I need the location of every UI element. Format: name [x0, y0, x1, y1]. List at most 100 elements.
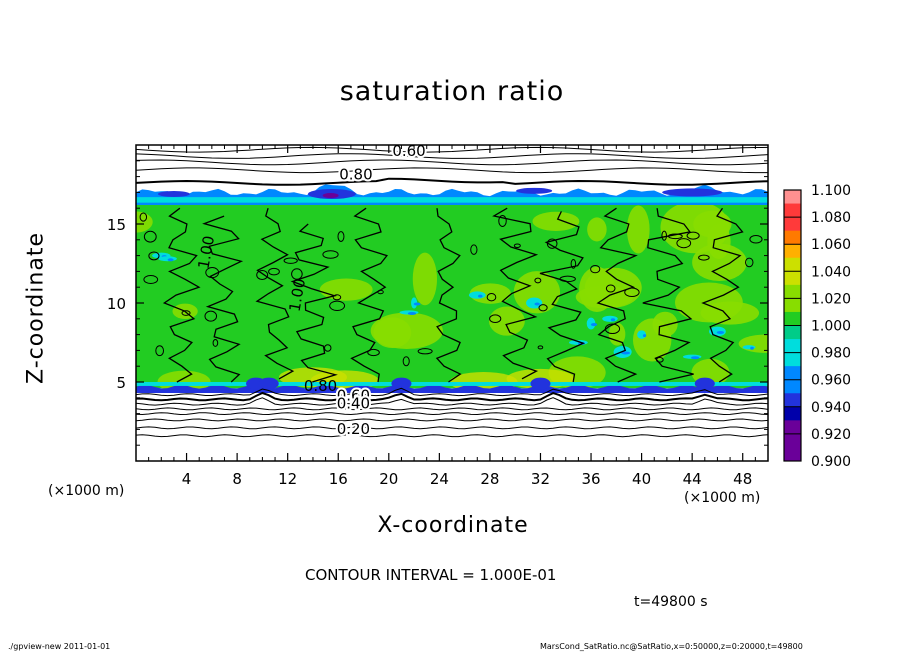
- colorbar-cell: [784, 244, 801, 259]
- x-tick-label: 4: [182, 470, 192, 488]
- contour-label: 0.80: [339, 166, 372, 184]
- x-tick-label: 16: [329, 470, 348, 488]
- colorbar-tick-label: 1.040: [811, 264, 851, 280]
- colorbar-cell: [784, 325, 801, 340]
- colorbar-cell: [784, 433, 801, 448]
- colorbar-cell: [784, 284, 801, 299]
- top-band-dark: [662, 188, 723, 197]
- colorbar-tick-label: 0.980: [811, 346, 851, 362]
- contour-line: [596, 207, 638, 383]
- contour-loop: [256, 269, 269, 281]
- bottom-band-blob: [530, 377, 551, 390]
- colorbar-cell: [784, 393, 801, 408]
- field-patch: [575, 285, 634, 309]
- colorbar-tick-label: 1.020: [811, 291, 851, 307]
- contour-loop: [402, 356, 410, 367]
- contour-label: 0.80: [304, 377, 337, 395]
- colorbar-tick-label: 0.900: [811, 454, 851, 470]
- y-tick-label: 5: [116, 374, 126, 392]
- contour-label: 0.40: [337, 395, 370, 413]
- contour-loop: [181, 310, 191, 316]
- contour-line: [136, 177, 768, 186]
- time-label: t=49800 s: [634, 594, 708, 610]
- contour-loop: [667, 233, 683, 240]
- colorbar-tick-label: 0.960: [811, 373, 851, 389]
- contour-loop: [204, 310, 218, 322]
- field-speck: [586, 317, 596, 330]
- contour-line: [350, 207, 388, 383]
- x-tick-label: 44: [683, 470, 702, 488]
- field-speck: [610, 318, 616, 322]
- colorbar-cell: [784, 339, 801, 354]
- x-unit-label-right: (×1000 m): [684, 490, 761, 506]
- colorbar-cell: [784, 203, 801, 218]
- contour-loop: [143, 275, 159, 285]
- contour-loop: [337, 231, 345, 242]
- x-tick-label: 28: [480, 470, 499, 488]
- contour-loop: [655, 357, 664, 363]
- axes: 0.600.801.001.000.800.600.400.204 8 12 16 20…: [107, 140, 769, 488]
- colorbar-cell: [784, 311, 801, 326]
- y-tick-label: 15: [107, 216, 126, 234]
- colorbar-cell: [784, 366, 801, 381]
- contour-loop: [283, 257, 298, 264]
- contour-loop: [570, 259, 577, 269]
- contour-loop: [604, 323, 621, 335]
- colorbar-tick-label: 1.000: [811, 319, 851, 335]
- x-tick-label: 20: [379, 470, 398, 488]
- field-speck: [411, 297, 418, 309]
- contour-loop: [322, 250, 339, 259]
- contour-label: 1.00: [286, 277, 310, 313]
- field-speck: [167, 258, 174, 262]
- contour-line: [435, 208, 462, 383]
- colorbar-cell: [784, 217, 801, 232]
- contour-line: [136, 391, 768, 402]
- colorbar-cell: [784, 257, 801, 272]
- contour-loop: [686, 231, 700, 240]
- contour-loop: [546, 238, 558, 249]
- colorbar-cell: [784, 298, 801, 313]
- contour-loop: [676, 238, 692, 249]
- bottom-band-blob: [258, 377, 279, 390]
- field-speck: [158, 256, 177, 262]
- colorbar-tick-label: 1.100: [811, 183, 851, 199]
- contour-line: [492, 207, 539, 380]
- contour-loop: [143, 230, 157, 243]
- field-speck: [750, 346, 754, 350]
- contour-line: [136, 159, 768, 166]
- contour-loop: [624, 287, 640, 298]
- contour-loop: [148, 251, 160, 261]
- contour-loop: [329, 300, 346, 311]
- bottom-band-blob: [694, 377, 715, 390]
- colorbar-cell: [784, 190, 801, 205]
- contour-loop: [605, 284, 616, 293]
- x-axis-label: X-coordinate: [377, 513, 529, 538]
- x-tick-label: 36: [581, 470, 600, 488]
- contour-line: [701, 207, 744, 383]
- contour-line: [136, 387, 768, 397]
- contour-line: [255, 208, 295, 380]
- plot-area: [136, 184, 768, 394]
- contour-loop: [291, 268, 303, 280]
- contour-line: [136, 434, 768, 438]
- contour-line: [202, 215, 244, 383]
- contour-loop: [513, 243, 521, 248]
- field-speck: [691, 356, 700, 360]
- y-tick-label: 10: [107, 295, 126, 313]
- colorbar-tick-label: 0.920: [811, 427, 851, 443]
- contour-loop: [367, 348, 380, 357]
- field-speck: [602, 315, 618, 322]
- field-patch: [652, 311, 678, 337]
- contour-label: 0.60: [337, 387, 370, 405]
- colorbar-cell: [784, 420, 801, 435]
- colorbar-tick-label: 1.080: [811, 210, 851, 226]
- contour-line: [136, 167, 768, 174]
- contour-loop: [324, 344, 332, 352]
- contour-loop: [205, 266, 220, 279]
- contour-loop: [377, 289, 384, 295]
- contour-loop: [155, 345, 165, 357]
- contour-loop: [537, 345, 544, 350]
- field-speck: [468, 291, 486, 299]
- colorbar-cell: [784, 379, 801, 394]
